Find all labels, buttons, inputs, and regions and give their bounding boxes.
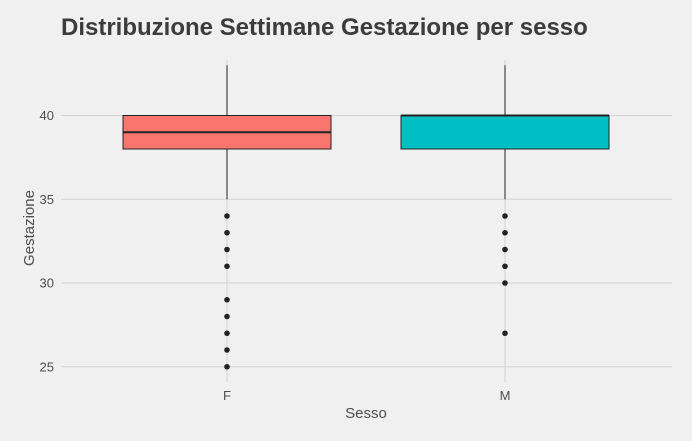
y-tick-label-40: 40 <box>40 108 54 123</box>
outlier-point-M-31 <box>502 263 508 270</box>
outlier-point-F-29 <box>224 296 230 303</box>
outlier-point-M-27 <box>502 330 508 337</box>
y-tick-label-30: 30 <box>40 276 54 291</box>
y-tick-label-35: 35 <box>40 192 54 207</box>
outlier-point-F-32 <box>224 246 230 253</box>
box-rect-M <box>400 115 610 150</box>
x-tick-label-M: M <box>500 388 511 403</box>
grid-lines <box>61 60 672 382</box>
outlier-point-F-27 <box>224 330 230 337</box>
box-F <box>122 65 332 370</box>
x-axis-title: Sesso <box>345 405 387 422</box>
outlier-point-F-26 <box>224 347 230 353</box>
y-tick-label-25: 25 <box>40 359 54 374</box>
outlier-point-M-30 <box>502 280 508 286</box>
y-axis-title: Gestazione <box>21 190 38 266</box>
chart-title: Distribuzione Settimane Gestazione per s… <box>61 14 588 41</box>
box-M <box>400 65 610 337</box>
outlier-point-F-31 <box>224 263 230 270</box>
outlier-point-M-32 <box>502 246 508 253</box>
outlier-point-M-34 <box>502 213 508 219</box>
outlier-point-F-25 <box>224 363 230 370</box>
outlier-point-F-28 <box>224 313 230 320</box>
boxes-layer <box>122 65 610 370</box>
outlier-point-F-34 <box>224 213 230 219</box>
outlier-point-M-33 <box>502 229 508 236</box>
x-tick-label-F: F <box>223 388 231 403</box>
tick-labels: 25 30 35 40 F M <box>40 108 511 403</box>
outlier-point-F-33 <box>224 229 230 236</box>
